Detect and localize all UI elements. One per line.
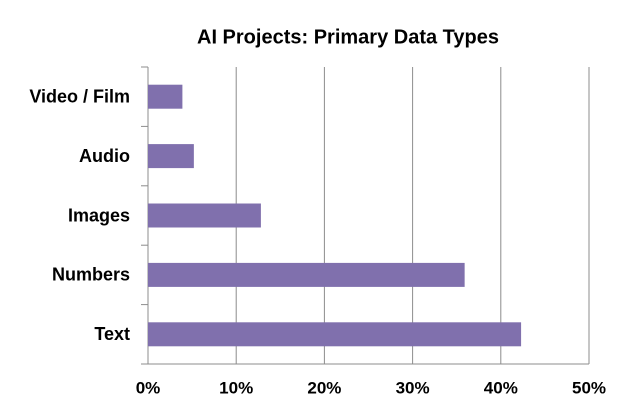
bar (148, 203, 261, 228)
x-tick-label: 30% (396, 378, 430, 397)
x-tick-label: 50% (572, 378, 606, 397)
chart-title: AI Projects: Primary Data Types (197, 26, 499, 48)
bar (148, 262, 465, 287)
y-tick-label: Images (68, 205, 130, 225)
y-tick-label: Numbers (52, 265, 130, 285)
y-tick-label: Audio (79, 146, 130, 166)
bar (148, 322, 522, 347)
x-tick-label: 40% (484, 378, 518, 397)
bar (148, 84, 183, 109)
bar (148, 144, 194, 169)
x-tick-label: 10% (219, 378, 253, 397)
x-tick-label: 0% (136, 378, 161, 397)
x-tick-label: 20% (307, 378, 341, 397)
y-tick-label: Video / Film (29, 86, 130, 106)
y-tick-label: Text (94, 324, 130, 344)
